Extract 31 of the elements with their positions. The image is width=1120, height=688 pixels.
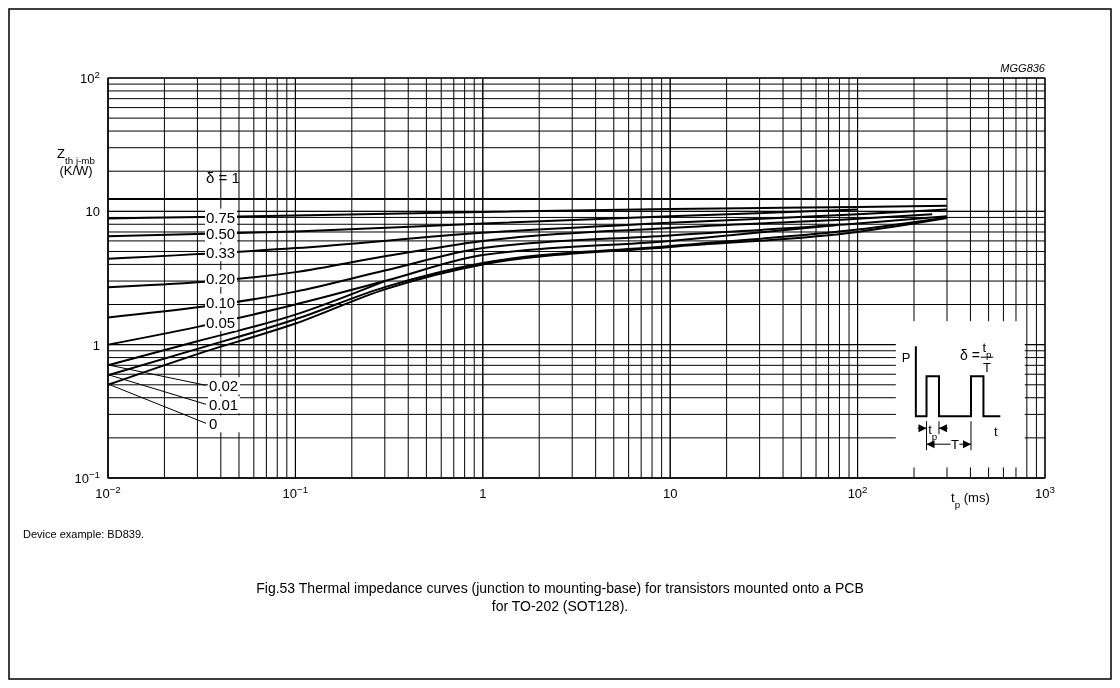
- y-tick-label: 10: [85, 204, 100, 220]
- series-label: 0.05: [206, 313, 236, 331]
- series-label: 0.33: [206, 244, 236, 262]
- y-tick-label: 1: [92, 337, 100, 353]
- series-label: 0.20: [206, 269, 236, 287]
- series-label: 0.75: [206, 208, 236, 226]
- annotation: P: [901, 350, 911, 366]
- series-label: 0.10: [206, 293, 236, 311]
- x-tick-label: 10$^{−2}$: [95, 483, 121, 501]
- text: MGG836: [1000, 62, 1046, 74]
- y-axis-title: Z$_{th j-mb}$ (K/W): [57, 146, 96, 178]
- text: 0: [209, 415, 218, 433]
- text: Device example: BD839.: [23, 528, 145, 540]
- annotation: t: [994, 424, 999, 440]
- x-tick-label: 10$^{3}$: [1035, 483, 1055, 501]
- series-label: 0.50: [206, 225, 236, 243]
- x-tick-label: 1: [479, 486, 487, 501]
- annotation: T: [951, 437, 959, 453]
- text: 0.01: [209, 396, 239, 414]
- y-tick-label: 10$^{−1}$: [74, 468, 100, 486]
- x-tick-label: 10: [662, 486, 678, 501]
- x-axis-title: t$_{p}$ (ms): [951, 490, 990, 510]
- annotation: t$_{p}$: [982, 340, 993, 360]
- annotation: δ =: [960, 347, 980, 364]
- text: Fig.53 Thermal impedance curves (junction to mounting-base) for transistors mounted onto a PCB for TO-202 (SOT128).: [256, 580, 864, 614]
- text: 0.02: [209, 377, 239, 395]
- x-tick-label: 10$^{2}$: [847, 483, 868, 501]
- y-tick-label: 10$^{2}$: [80, 68, 100, 86]
- annotation: t$_{p}$: [928, 422, 938, 442]
- annotation: T: [983, 360, 992, 376]
- x-tick-label: 10$^{−1}$: [282, 483, 309, 501]
